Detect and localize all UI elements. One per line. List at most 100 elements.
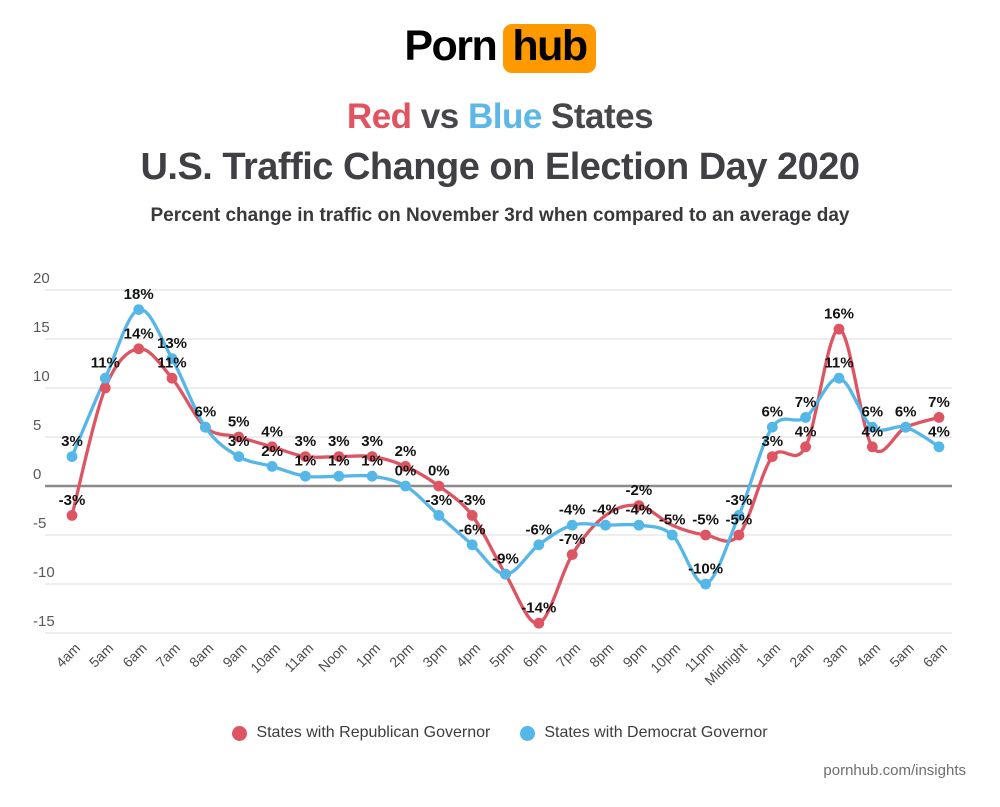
svg-text:10am: 10am <box>247 640 283 676</box>
svg-text:0%: 0% <box>428 463 450 480</box>
svg-text:5am: 5am <box>886 640 917 671</box>
svg-text:11am: 11am <box>281 640 316 675</box>
svg-text:13%: 13% <box>157 335 187 352</box>
svg-text:-10: -10 <box>33 564 55 581</box>
republican-dot-icon <box>232 725 248 741</box>
svg-text:3pm: 3pm <box>419 640 450 671</box>
svg-text:2pm: 2pm <box>386 640 417 671</box>
svg-text:6pm: 6pm <box>519 640 550 671</box>
svg-text:2am: 2am <box>786 640 817 671</box>
svg-text:-6%: -6% <box>459 521 486 538</box>
svg-text:-9%: -9% <box>492 551 519 568</box>
svg-text:14%: 14% <box>124 325 154 342</box>
chart-area: 20 15 10 5 0 -5 -10 -15 4am 5am 6am 7am 8am 9am 10am 11… <box>0 250 1000 720</box>
svg-text:9pm: 9pm <box>619 640 650 671</box>
svg-text:7pm: 7pm <box>553 640 584 671</box>
svg-text:5: 5 <box>33 417 41 434</box>
logo-text-porn: Porn <box>404 22 497 70</box>
svg-text:9am: 9am <box>219 640 250 671</box>
svg-text:11%: 11% <box>157 355 186 372</box>
svg-text:-4%: -4% <box>559 502 586 519</box>
svg-text:5%: 5% <box>228 414 250 431</box>
svg-text:15: 15 <box>33 319 50 336</box>
svg-text:3am: 3am <box>820 640 851 671</box>
chart-title-line1: Red vs Blue States <box>0 97 1000 137</box>
svg-text:11%: 11% <box>824 355 853 372</box>
svg-text:4%: 4% <box>928 423 950 440</box>
svg-text:-5%: -5% <box>659 512 686 529</box>
legend-item-republican: States with Republican Governor <box>232 724 490 742</box>
svg-text:11%: 11% <box>91 355 120 372</box>
title-word-red: Red <box>346 97 412 136</box>
svg-text:5pm: 5pm <box>486 640 517 671</box>
svg-text:7%: 7% <box>795 394 817 411</box>
svg-text:-7%: -7% <box>559 531 586 548</box>
svg-text:7am: 7am <box>153 640 184 671</box>
svg-text:2%: 2% <box>395 443 417 460</box>
svg-text:4am: 4am <box>53 640 84 671</box>
svg-text:6%: 6% <box>861 404 883 421</box>
svg-text:10pm: 10pm <box>647 640 683 676</box>
svg-text:1pm: 1pm <box>353 640 384 671</box>
svg-text:1%: 1% <box>361 453 383 470</box>
svg-text:0: 0 <box>33 466 41 483</box>
svg-text:7%: 7% <box>928 394 950 411</box>
svg-text:-2%: -2% <box>626 482 653 499</box>
svg-text:2%: 2% <box>261 443 283 460</box>
title-word-blue: Blue <box>467 97 542 136</box>
svg-text:Noon: Noon <box>315 640 350 675</box>
svg-text:-4%: -4% <box>592 502 619 519</box>
page-title: U.S. Traffic Change on Election Day 2020 <box>140 146 860 188</box>
svg-text:-14%: -14% <box>521 600 556 617</box>
chart-subtitle: Percent change in traffic on November 3r… <box>150 205 850 226</box>
legend-item-democrat: States with Democrat Governor <box>520 724 768 742</box>
svg-text:4%: 4% <box>261 423 283 440</box>
svg-text:4pm: 4pm <box>453 640 484 671</box>
svg-text:6%: 6% <box>761 404 783 421</box>
svg-text:1am: 1am <box>753 640 784 671</box>
svg-text:6%: 6% <box>195 404 217 421</box>
legend-label-democrat: States with Democrat Governor <box>544 724 768 741</box>
svg-text:-5: -5 <box>33 515 46 532</box>
svg-text:1%: 1% <box>328 453 350 470</box>
svg-text:8am: 8am <box>186 640 217 671</box>
chart-legend: States with Republican Governor States w… <box>0 724 1000 742</box>
logo-text-hub: hub <box>503 23 596 74</box>
svg-text:-10%: -10% <box>688 561 723 578</box>
svg-text:4%: 4% <box>861 423 883 440</box>
svg-text:10: 10 <box>33 368 50 385</box>
title-word-vs: vs <box>411 97 468 136</box>
svg-text:-6%: -6% <box>525 521 552 538</box>
democrat-dot-icon <box>520 725 536 741</box>
svg-text:20: 20 <box>33 270 50 287</box>
svg-text:6%: 6% <box>895 404 917 421</box>
svg-text:-3%: -3% <box>726 492 753 509</box>
svg-text:3%: 3% <box>761 433 783 450</box>
svg-text:3%: 3% <box>61 433 83 450</box>
svg-text:-3%: -3% <box>425 492 452 509</box>
svg-text:8pm: 8pm <box>586 640 617 671</box>
title-word-states: States <box>541 97 654 136</box>
svg-text:18%: 18% <box>124 286 154 303</box>
svg-text:-5%: -5% <box>692 512 719 529</box>
svg-text:-4%: -4% <box>626 502 653 519</box>
svg-text:1%: 1% <box>295 453 317 470</box>
svg-text:3%: 3% <box>228 433 250 450</box>
svg-text:4%: 4% <box>795 423 817 440</box>
svg-text:0%: 0% <box>395 463 417 480</box>
svg-text:5am: 5am <box>86 640 117 671</box>
svg-text:-3%: -3% <box>59 492 86 509</box>
svg-text:16%: 16% <box>824 306 854 323</box>
legend-label-republican: States with Republican Governor <box>256 724 491 741</box>
svg-text:3%: 3% <box>328 433 350 450</box>
svg-text:3%: 3% <box>295 433 317 450</box>
svg-text:-5%: -5% <box>726 512 753 529</box>
svg-text:4am: 4am <box>853 640 884 671</box>
insights-link[interactable]: pornhub.com/insights <box>823 762 966 779</box>
svg-text:6am: 6am <box>920 640 951 671</box>
svg-text:3%: 3% <box>361 433 383 450</box>
svg-text:-3%: -3% <box>459 492 486 509</box>
pornhub-logo: Porn hub <box>0 22 1000 74</box>
svg-text:-15: -15 <box>33 613 55 630</box>
